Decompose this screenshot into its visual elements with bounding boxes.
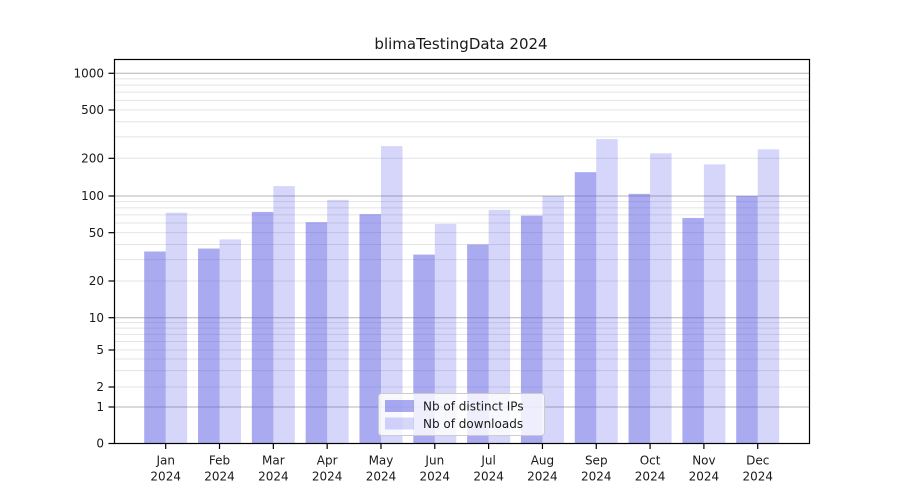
bar-distinct-ips-nov [682,217,704,444]
y-tick-label: 1000 [73,66,104,80]
chart-layer: 0 1 2 5 10 20 50 100 200 500 1000 Jan 2024 Feb 2024 Mar… [73,58,811,484]
x-tick-label: Feb 2024 [204,454,235,484]
x-tick-label: Jun 2024 [420,454,451,484]
bar-downloads-oct [650,153,672,444]
bar-distinct-ips-apr [305,222,328,444]
x-tick-label: Nov 2024 [689,454,720,484]
bar-distinct-ips-jan [144,251,166,444]
chart-title: blimaTestingData 2024 [374,35,547,53]
legend-swatch-downloads [385,417,414,430]
bar-downloads-jan [165,212,188,444]
bar-downloads-mar [273,186,295,444]
bar-distinct-ips-oct [628,193,651,444]
bar-downloads-sep [596,139,618,444]
y-tick-label: 20 [89,274,104,288]
bar-distinct-ips-mar [251,211,274,444]
y-tick-label: 5 [96,343,104,357]
bar-downloads-may [380,146,403,444]
bar-distinct-ips-aug [520,215,543,444]
bar-distinct-ips-sep [574,172,597,444]
legend-label-downloads: Nb of downloads [423,417,523,431]
legend-label-distinct-ips: Nb of distinct IPs [423,400,524,414]
legend-swatch-distinct-ips [385,400,414,412]
x-tick-label: Jul 2024 [473,454,504,484]
y-tick-label: 100 [81,189,104,203]
bar-distinct-ips-dec [736,196,758,444]
bar-distinct-ips-feb [198,248,220,444]
plot-frame [113,58,811,445]
bar-downloads-jul [488,209,511,444]
y-tick-label: 200 [81,152,104,166]
y-tick-label: 2 [96,380,104,394]
y-tick-label: 10 [89,311,104,325]
bar-downloads-jun [434,223,457,444]
x-tick-label: Mar 2024 [258,454,289,484]
x-tick-label: Jan 2024 [150,454,181,484]
legend: Nb of distinct IPs Nb of downloads [378,393,545,436]
x-tick-label: May 2024 [366,454,397,484]
y-tick-label: 1 [96,400,104,414]
y-tick-label: 50 [89,226,104,240]
bar-distinct-ips-may [359,214,381,444]
x-tick-label: Apr 2024 [312,454,343,484]
bar-downloads-aug [542,196,564,444]
bar-downloads-dec [757,149,780,444]
y-tick-label: 500 [81,103,104,117]
x-tick-label: Dec 2024 [742,454,773,484]
bar-downloads-apr [327,199,349,444]
y-tick-label: 0 [96,437,104,451]
x-tick-label: Aug 2024 [527,454,558,484]
bar-downloads-nov [703,164,726,444]
legend-box [378,393,545,436]
x-tick-label: Oct 2024 [635,454,666,484]
bar-downloads-feb [219,239,242,444]
x-tick-label: Sep 2024 [581,454,612,484]
